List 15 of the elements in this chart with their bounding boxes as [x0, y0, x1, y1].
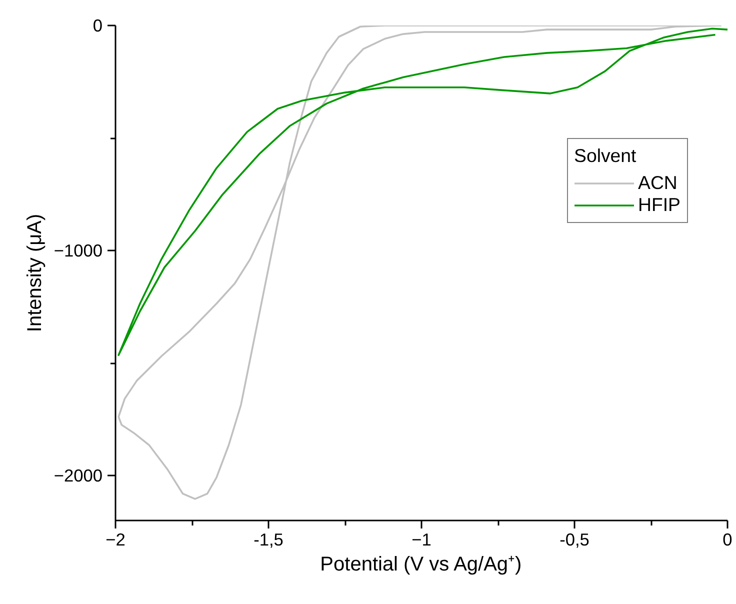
y-tick-label: −2000 [54, 466, 103, 486]
legend-label: HFIP [638, 194, 680, 216]
line-series [118, 26, 722, 500]
x-tick-label: -1,5 [254, 530, 284, 550]
y-tick-label: −1000 [54, 240, 103, 260]
legend-label: ACN [638, 172, 678, 194]
x-tick-label: −2 [106, 530, 126, 550]
legend-title: Solvent [574, 145, 638, 167]
y-tick-label: 0 [92, 16, 103, 36]
line-series [118, 28, 728, 356]
y-axis-title: Intensity (μA) [24, 214, 46, 332]
x-tick-label: −1 [412, 530, 432, 550]
x-tick-label: 0 [722, 530, 732, 550]
x-axis-title: Potential (V vs Ag/Ag⁺) [320, 554, 522, 576]
x-tick-label: -0,5 [560, 530, 590, 550]
